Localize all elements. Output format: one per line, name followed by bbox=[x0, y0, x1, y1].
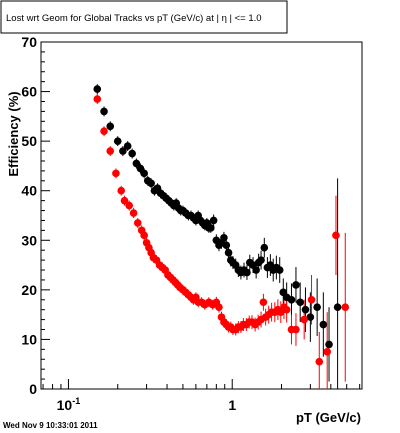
red-series-point bbox=[315, 357, 324, 366]
x-tick-label: 1 bbox=[228, 397, 236, 413]
y-tick-label: 0 bbox=[29, 381, 37, 397]
red-series-point bbox=[112, 169, 120, 178]
red-series-point bbox=[341, 303, 350, 312]
y-tick-label: 20 bbox=[21, 282, 37, 298]
black-series-point bbox=[333, 303, 342, 312]
red-series-point bbox=[140, 231, 148, 240]
black-series-point bbox=[275, 266, 284, 274]
black-series-point bbox=[106, 122, 115, 131]
black-series-point bbox=[224, 248, 233, 257]
black-series-point bbox=[287, 295, 296, 304]
black-series-point bbox=[252, 266, 260, 274]
black-series-point bbox=[257, 256, 265, 264]
y-axis-label: Efficiency (%) bbox=[6, 91, 21, 176]
title-box: Lost wrt Geom for Global Tracks vs pT (G… bbox=[0, 0, 288, 34]
red-series-point bbox=[117, 186, 126, 195]
black-series-point bbox=[206, 224, 215, 232]
black-series-point bbox=[319, 320, 328, 329]
x-tick-label: 10-1 bbox=[57, 396, 81, 413]
red-series-point bbox=[215, 303, 223, 312]
black-series-point bbox=[113, 137, 122, 145]
black-series-point bbox=[140, 169, 148, 178]
red-series-point bbox=[125, 201, 134, 210]
data-markers bbox=[93, 85, 350, 366]
black-series-point bbox=[243, 268, 251, 277]
black-series-point bbox=[119, 147, 127, 155]
red-series-point bbox=[133, 219, 142, 227]
red-series-point bbox=[332, 231, 340, 240]
black-series-point bbox=[292, 281, 300, 289]
timestamp-footer: Wed Nov 9 10:33:01 2011 bbox=[3, 421, 98, 430]
black-series-point bbox=[93, 85, 102, 93]
black-series-point bbox=[325, 340, 333, 349]
red-series-point bbox=[259, 298, 268, 307]
y-tick-label: 70 bbox=[21, 34, 37, 50]
y-tick-label: 40 bbox=[21, 183, 37, 199]
red-series-point bbox=[106, 147, 115, 155]
chart-title: Lost wrt Geom for Global Tracks vs pT (G… bbox=[6, 13, 262, 24]
x-axis: 10-1 1 bbox=[42, 379, 361, 413]
plot-frame bbox=[40, 41, 363, 390]
black-series-point bbox=[128, 149, 136, 158]
red-series-point bbox=[129, 209, 138, 217]
red-series-point bbox=[307, 295, 316, 304]
black-series-point bbox=[306, 313, 315, 321]
red-series-point bbox=[292, 325, 300, 334]
black-series-point bbox=[147, 179, 155, 188]
black-series-point bbox=[222, 241, 231, 250]
black-series-point bbox=[123, 142, 132, 150]
red-series-point bbox=[323, 348, 331, 356]
black-series-point bbox=[296, 298, 304, 307]
x-axis-label: pT (GeV/c) bbox=[296, 410, 361, 425]
y-axis: 0 10 20 30 40 50 60 70 bbox=[21, 34, 50, 397]
black-series-point bbox=[100, 107, 108, 116]
y-tick-label: 30 bbox=[21, 232, 37, 248]
red-series-point bbox=[282, 305, 291, 314]
red-series-point bbox=[120, 196, 129, 205]
black-series-point bbox=[313, 303, 321, 312]
red-series-point bbox=[100, 127, 108, 136]
y-tick-label: 50 bbox=[21, 133, 37, 149]
y-tick-label: 60 bbox=[21, 84, 37, 100]
red-series-point bbox=[93, 95, 102, 103]
black-series-point bbox=[220, 234, 228, 242]
black-series-point bbox=[301, 305, 310, 314]
black-series-point bbox=[209, 216, 218, 225]
black-series-point bbox=[260, 243, 269, 252]
y-tick-label: 10 bbox=[21, 331, 37, 347]
red-series-point bbox=[300, 315, 308, 324]
